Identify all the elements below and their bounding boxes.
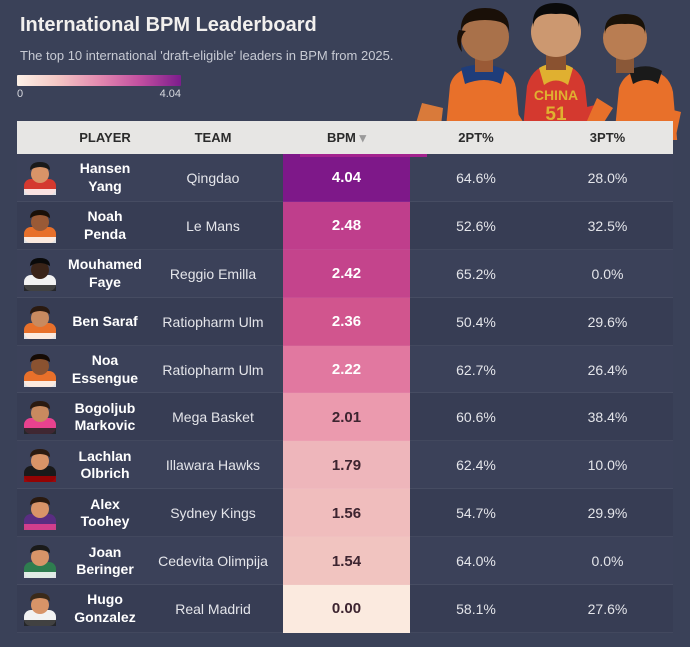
- svg-text:CHINA: CHINA: [534, 87, 578, 103]
